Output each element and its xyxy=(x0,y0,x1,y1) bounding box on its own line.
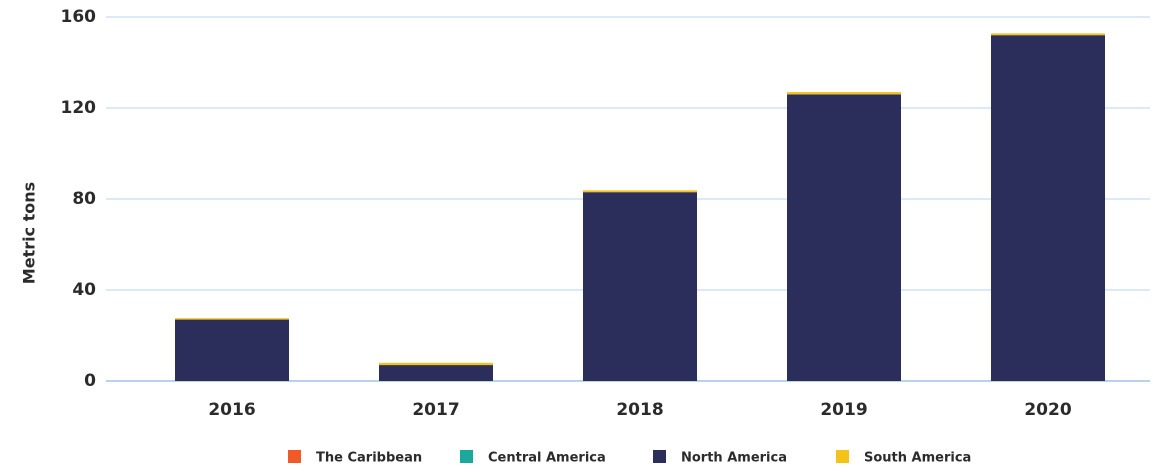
x-tick-label: 2018 xyxy=(616,400,663,420)
y-axis-label: Metric tons xyxy=(20,182,39,284)
legend-swatch xyxy=(288,450,301,463)
legend-swatch xyxy=(653,450,666,463)
x-tick-label: 2019 xyxy=(820,400,867,420)
x-tick-label: 2017 xyxy=(412,400,459,420)
bar-segment xyxy=(991,33,1105,36)
bar-segment xyxy=(583,190,697,193)
bar-segment xyxy=(787,94,901,381)
y-tick-label: 120 xyxy=(61,98,97,118)
legend-swatch xyxy=(836,450,849,463)
bar-segment xyxy=(583,192,697,381)
bar-segment xyxy=(787,92,901,95)
bar-segment xyxy=(175,319,289,381)
legend-label: North America xyxy=(681,451,787,466)
bar-segment xyxy=(379,362,493,366)
y-tick-label: 80 xyxy=(72,189,96,209)
bar-segment xyxy=(991,35,1105,381)
x-tick-label: 2020 xyxy=(1024,400,1071,420)
bar-segment xyxy=(175,318,289,320)
legend-label: The Caribbean xyxy=(316,451,422,466)
x-tick-label: 2016 xyxy=(208,400,255,420)
y-tick-label: 40 xyxy=(72,280,96,300)
legend-label: Central America xyxy=(488,451,606,466)
legend-label: South America xyxy=(864,451,971,466)
bar-segment xyxy=(379,365,493,381)
y-tick-label: 160 xyxy=(61,7,97,27)
y-tick-label: 0 xyxy=(84,371,96,391)
legend-swatch xyxy=(460,450,473,463)
